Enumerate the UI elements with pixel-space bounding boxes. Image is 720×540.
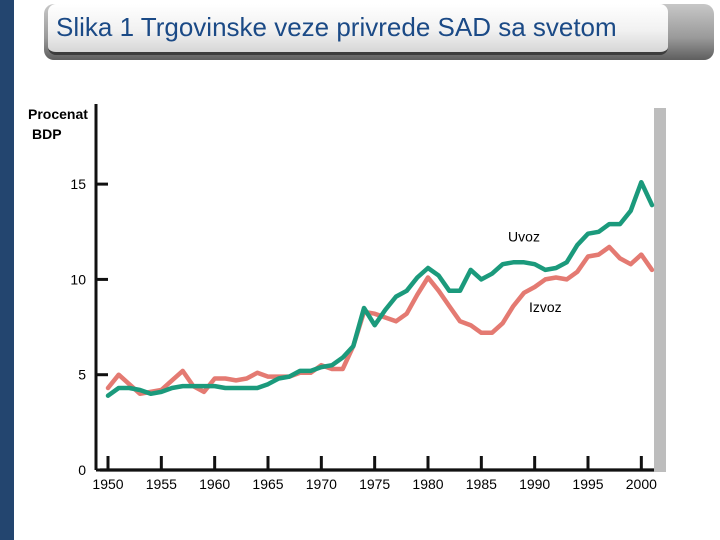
x-tick-label: 2000 bbox=[626, 476, 657, 492]
x-tick-label: 1990 bbox=[519, 476, 550, 492]
x-tick-label: 1995 bbox=[572, 476, 603, 492]
x-tick-label: 1970 bbox=[306, 476, 337, 492]
copyright-text: Copyright © 2004 South-Western bbox=[561, 520, 665, 527]
y-tick-label: 0 bbox=[78, 462, 86, 478]
x-tick-label: 1960 bbox=[199, 476, 230, 492]
series-labels: Uvoz Izvoz bbox=[508, 228, 562, 315]
slide-title: Slika 1 Trgovinske veze privrede SAD sa … bbox=[56, 12, 617, 42]
left-accent-bar bbox=[0, 0, 14, 540]
y-axis-label: Procenat BDP bbox=[28, 104, 88, 144]
x-tick-label: 1985 bbox=[466, 476, 497, 492]
series-lines bbox=[105, 179, 655, 398]
title-box bbox=[48, 4, 668, 55]
x-tick-label: 1965 bbox=[252, 476, 283, 492]
series-label-izvoz: Izvoz bbox=[529, 299, 562, 315]
y-axis-label-line-1: Procenat bbox=[28, 106, 88, 122]
series-line-uvoz bbox=[105, 179, 655, 398]
y-tick-label: 15 bbox=[70, 176, 86, 192]
y-axis-label-line-2: BDP bbox=[32, 126, 62, 142]
y-tick-label: 10 bbox=[70, 271, 86, 287]
x-tick-label: 1955 bbox=[146, 476, 177, 492]
x-tick-label: 1975 bbox=[359, 476, 390, 492]
plot-area bbox=[94, 104, 654, 468]
y-tick-label: 5 bbox=[78, 367, 86, 383]
axes: 0 5 10 15 1950 1955 1960 1965 1970 1975 1980 1985 19… bbox=[70, 104, 657, 492]
series-label-uvoz: Uvoz bbox=[508, 228, 540, 244]
x-tick-label: 1950 bbox=[92, 476, 123, 492]
x-tick-label: 1980 bbox=[412, 476, 443, 492]
